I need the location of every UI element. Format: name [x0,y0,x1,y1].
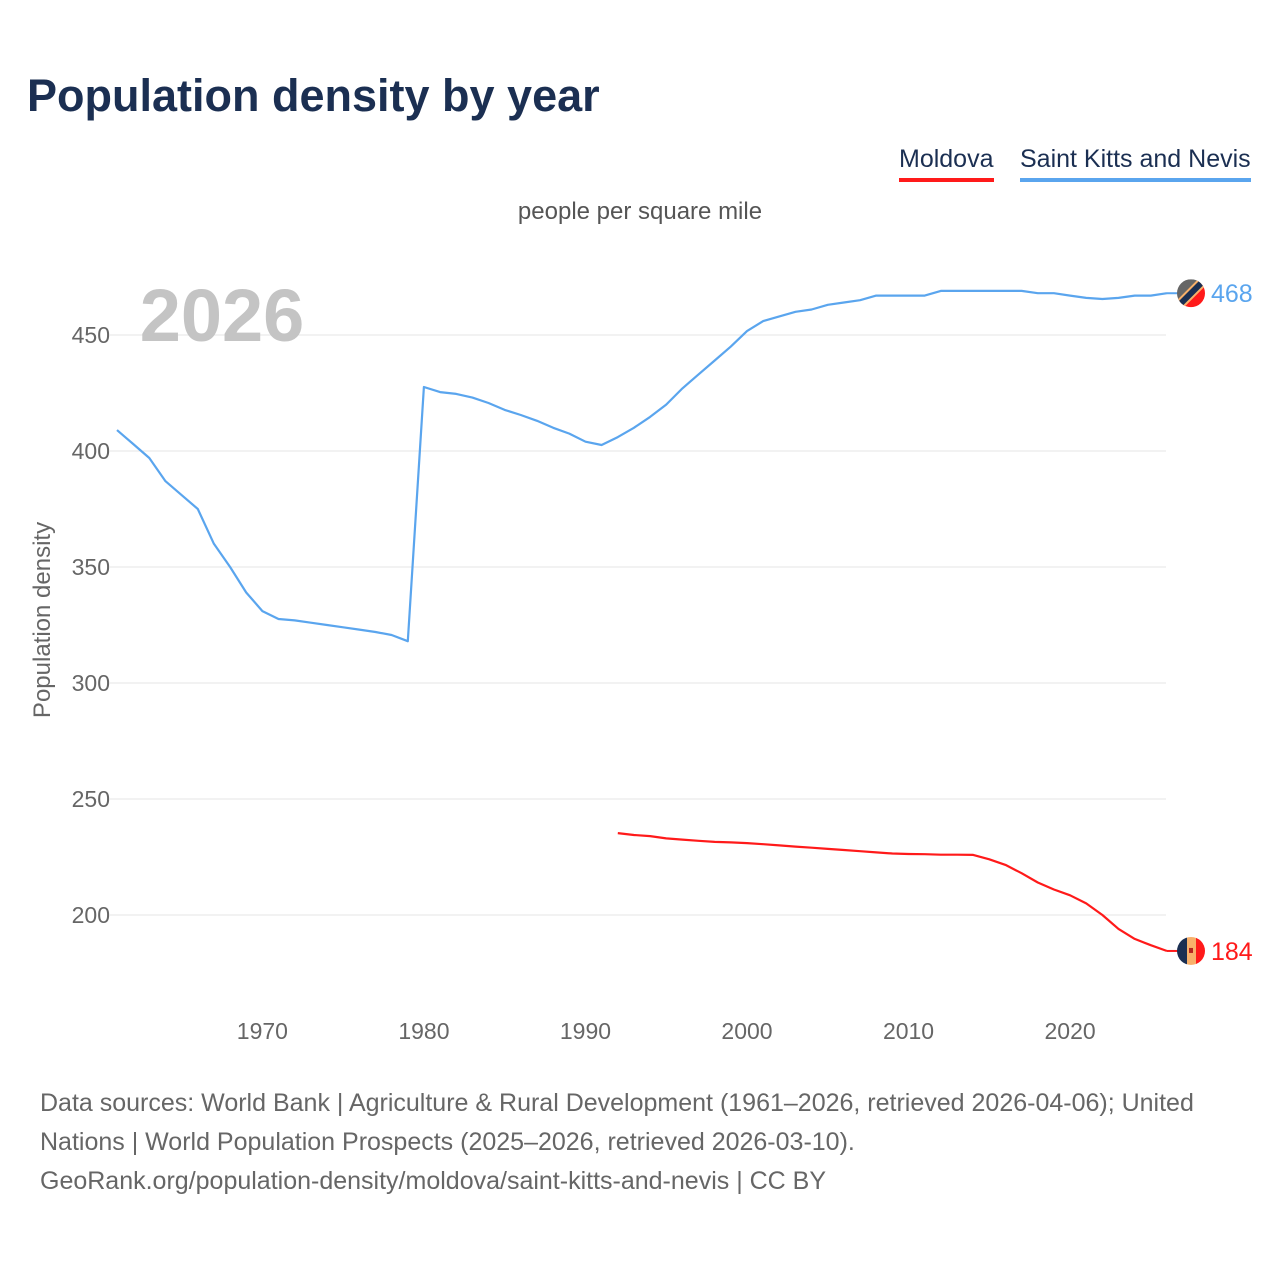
y-tick-label: 350 [72,554,110,580]
y-tick-label: 200 [72,902,110,928]
x-tick-label: 1980 [398,1018,449,1044]
year-watermark: 2026 [140,274,305,357]
chart-title: Population density by year [27,70,600,121]
x-tick-label: 2020 [1044,1018,1095,1044]
legend-item-saint-kitts-and-nevis[interactable]: Saint Kitts and Nevis [1020,145,1251,182]
y-tick-label: 450 [72,322,110,348]
end-value-label: 184 [1211,938,1253,966]
y-tick-label: 400 [72,438,110,464]
footer-sources-text: Data sources: World Bank | Agriculture &… [40,1089,1194,1156]
moldova-flag-icon [1177,936,1205,965]
y-axis-label: Population density [29,522,56,718]
legend-item-moldova[interactable]: Moldova [899,145,994,182]
x-tick-label: 2010 [883,1018,934,1044]
series-line-saint-kitts-and-nevis[interactable] [116,289,1168,643]
series-line-moldova[interactable] [617,832,1168,953]
chart-subtitle: people per square mile [517,198,763,225]
footer-link[interactable]: GeoRank.org/population-density/moldova/s… [40,1167,827,1195]
x-tick-label: 1990 [560,1018,611,1044]
saint-kitts-and-nevis-flag-icon [1177,279,1205,308]
x-tick-label: 2000 [721,1018,772,1044]
footer-sources: Data sources: World Bank | Agriculture &… [40,1084,1250,1201]
line-chart: 200 250 300 350 400 450 1970 1980 1990 2000 2010 20… [29,274,1253,1044]
end-value-label: 468 [1211,280,1253,308]
y-tick-label: 300 [72,670,110,696]
y-tick-label: 250 [72,786,110,812]
x-tick-label: 1970 [237,1018,288,1044]
